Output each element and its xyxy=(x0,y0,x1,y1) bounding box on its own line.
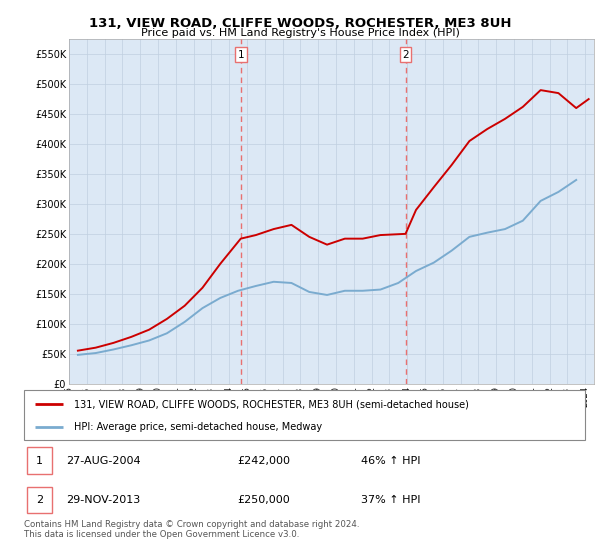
Text: £242,000: £242,000 xyxy=(237,456,290,465)
Text: 131, VIEW ROAD, CLIFFE WOODS, ROCHESTER, ME3 8UH (semi-detached house): 131, VIEW ROAD, CLIFFE WOODS, ROCHESTER,… xyxy=(74,399,469,409)
Text: 29-NOV-2013: 29-NOV-2013 xyxy=(66,495,140,505)
Text: HPI: Average price, semi-detached house, Medway: HPI: Average price, semi-detached house,… xyxy=(74,422,323,432)
Text: 27-AUG-2004: 27-AUG-2004 xyxy=(66,456,140,465)
Text: 131, VIEW ROAD, CLIFFE WOODS, ROCHESTER, ME3 8UH: 131, VIEW ROAD, CLIFFE WOODS, ROCHESTER,… xyxy=(89,17,511,30)
Text: 2: 2 xyxy=(402,50,409,60)
Text: £250,000: £250,000 xyxy=(237,495,290,505)
Text: 1: 1 xyxy=(36,456,43,465)
Text: 46% ↑ HPI: 46% ↑ HPI xyxy=(361,456,420,465)
Text: 2: 2 xyxy=(36,495,43,505)
Text: 1: 1 xyxy=(238,50,244,60)
Text: 37% ↑ HPI: 37% ↑ HPI xyxy=(361,495,420,505)
FancyBboxPatch shape xyxy=(24,390,585,440)
FancyBboxPatch shape xyxy=(27,487,52,513)
Text: Contains HM Land Registry data © Crown copyright and database right 2024.
This d: Contains HM Land Registry data © Crown c… xyxy=(24,520,359,539)
FancyBboxPatch shape xyxy=(27,447,52,474)
Text: Price paid vs. HM Land Registry's House Price Index (HPI): Price paid vs. HM Land Registry's House … xyxy=(140,28,460,38)
